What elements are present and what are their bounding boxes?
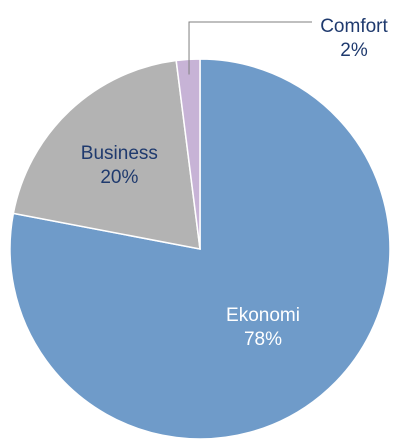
slice-label-name: Comfort [320,16,388,37]
slice-label-value: 78% [244,329,282,350]
pie-slice-business [12,59,201,250]
pie-slice-comfort [175,58,201,250]
slice-label-name: Ekonomi [226,305,300,326]
pie-slices [9,58,391,439]
leader-line-comfort [188,21,312,75]
pie-label-business: Business 20% [81,143,158,188]
slice-label-name: Business [81,143,158,164]
pie-label-ekonomi: Ekonomi 78% [226,305,300,350]
pie-slice-ekonomi [9,58,391,439]
slice-label-value: 2% [340,40,368,61]
pie-labels: Ekonomi 78% Business 20% Comfort 2% [81,16,389,350]
slice-label-value: 20% [100,167,138,188]
pie-label-comfort: Comfort 2% [188,16,388,75]
